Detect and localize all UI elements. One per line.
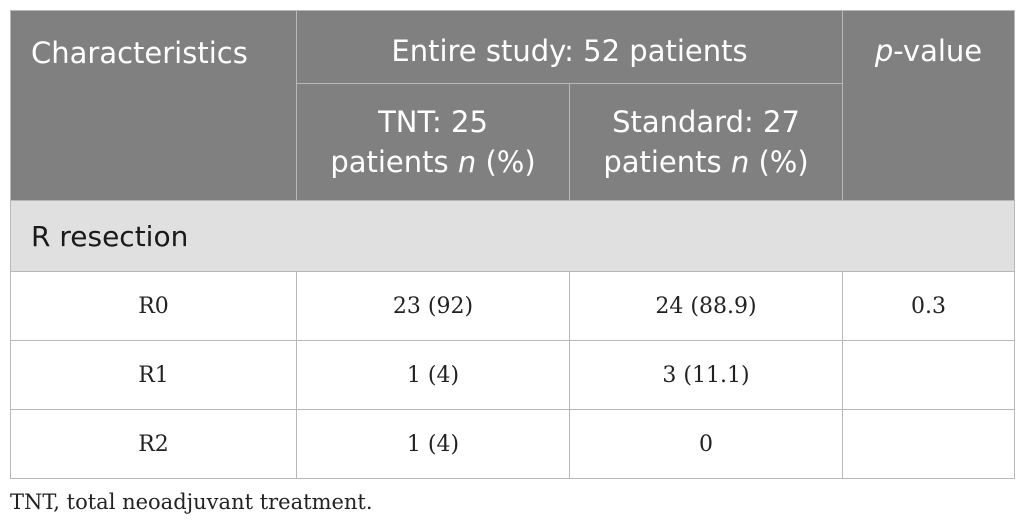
- p-value-p: p: [874, 34, 894, 68]
- tnt-header-pct: (%): [485, 145, 536, 179]
- standard-header-patients: patients: [603, 145, 722, 179]
- tnt-cell: 23 (92): [296, 271, 570, 341]
- table-row: R2 1 (4) 0: [10, 409, 1015, 479]
- tnt-cell: 1 (4): [296, 340, 570, 410]
- entire-study-header: Entire study: 52 patients: [296, 10, 843, 84]
- row-label: R1: [10, 340, 297, 410]
- row-label: R0: [10, 271, 297, 341]
- standard-header-n: n: [730, 145, 750, 179]
- p-value-suffix: -value: [893, 34, 983, 68]
- table-row: R1 1 (4) 3 (11.1): [10, 340, 1015, 410]
- p-value-cell: [842, 340, 1015, 410]
- standard-header-line1: Standard: 27: [612, 105, 800, 139]
- p-value-cell: 0.3: [842, 271, 1015, 341]
- standard-header-pct: (%): [758, 145, 809, 179]
- tnt-header-line1: TNT: 25: [378, 105, 488, 139]
- header-row-2: TNT: 25 patients n (%) Standard: 27 pati…: [11, 83, 1015, 201]
- results-table: Characteristics Entire study: 52 patient…: [10, 10, 1015, 479]
- row-label: R2: [10, 409, 297, 479]
- standard-cell: 3 (11.1): [569, 340, 843, 410]
- standard-header: Standard: 27 patients n (%): [569, 83, 843, 201]
- section-row: R resection: [10, 200, 1015, 272]
- standard-cell: 24 (88.9): [569, 271, 843, 341]
- standard-cell: 0: [569, 409, 843, 479]
- characteristics-header: Characteristics: [10, 10, 297, 201]
- p-value-header: p-value: [842, 10, 1015, 201]
- tnt-cell: 1 (4): [296, 409, 570, 479]
- table-footnote: TNT, total neoadjuvant treatment.: [10, 490, 373, 514]
- tnt-header: TNT: 25 patients n (%): [296, 83, 570, 201]
- p-value-cell: [842, 409, 1015, 479]
- tnt-header-n: n: [457, 145, 477, 179]
- table-row: R0 23 (92) 24 (88.9) 0.3: [10, 271, 1015, 341]
- header-row-1: Characteristics Entire study: 52 patient…: [10, 10, 1015, 201]
- tnt-header-patients: patients: [330, 145, 449, 179]
- section-title: R resection: [10, 200, 1015, 272]
